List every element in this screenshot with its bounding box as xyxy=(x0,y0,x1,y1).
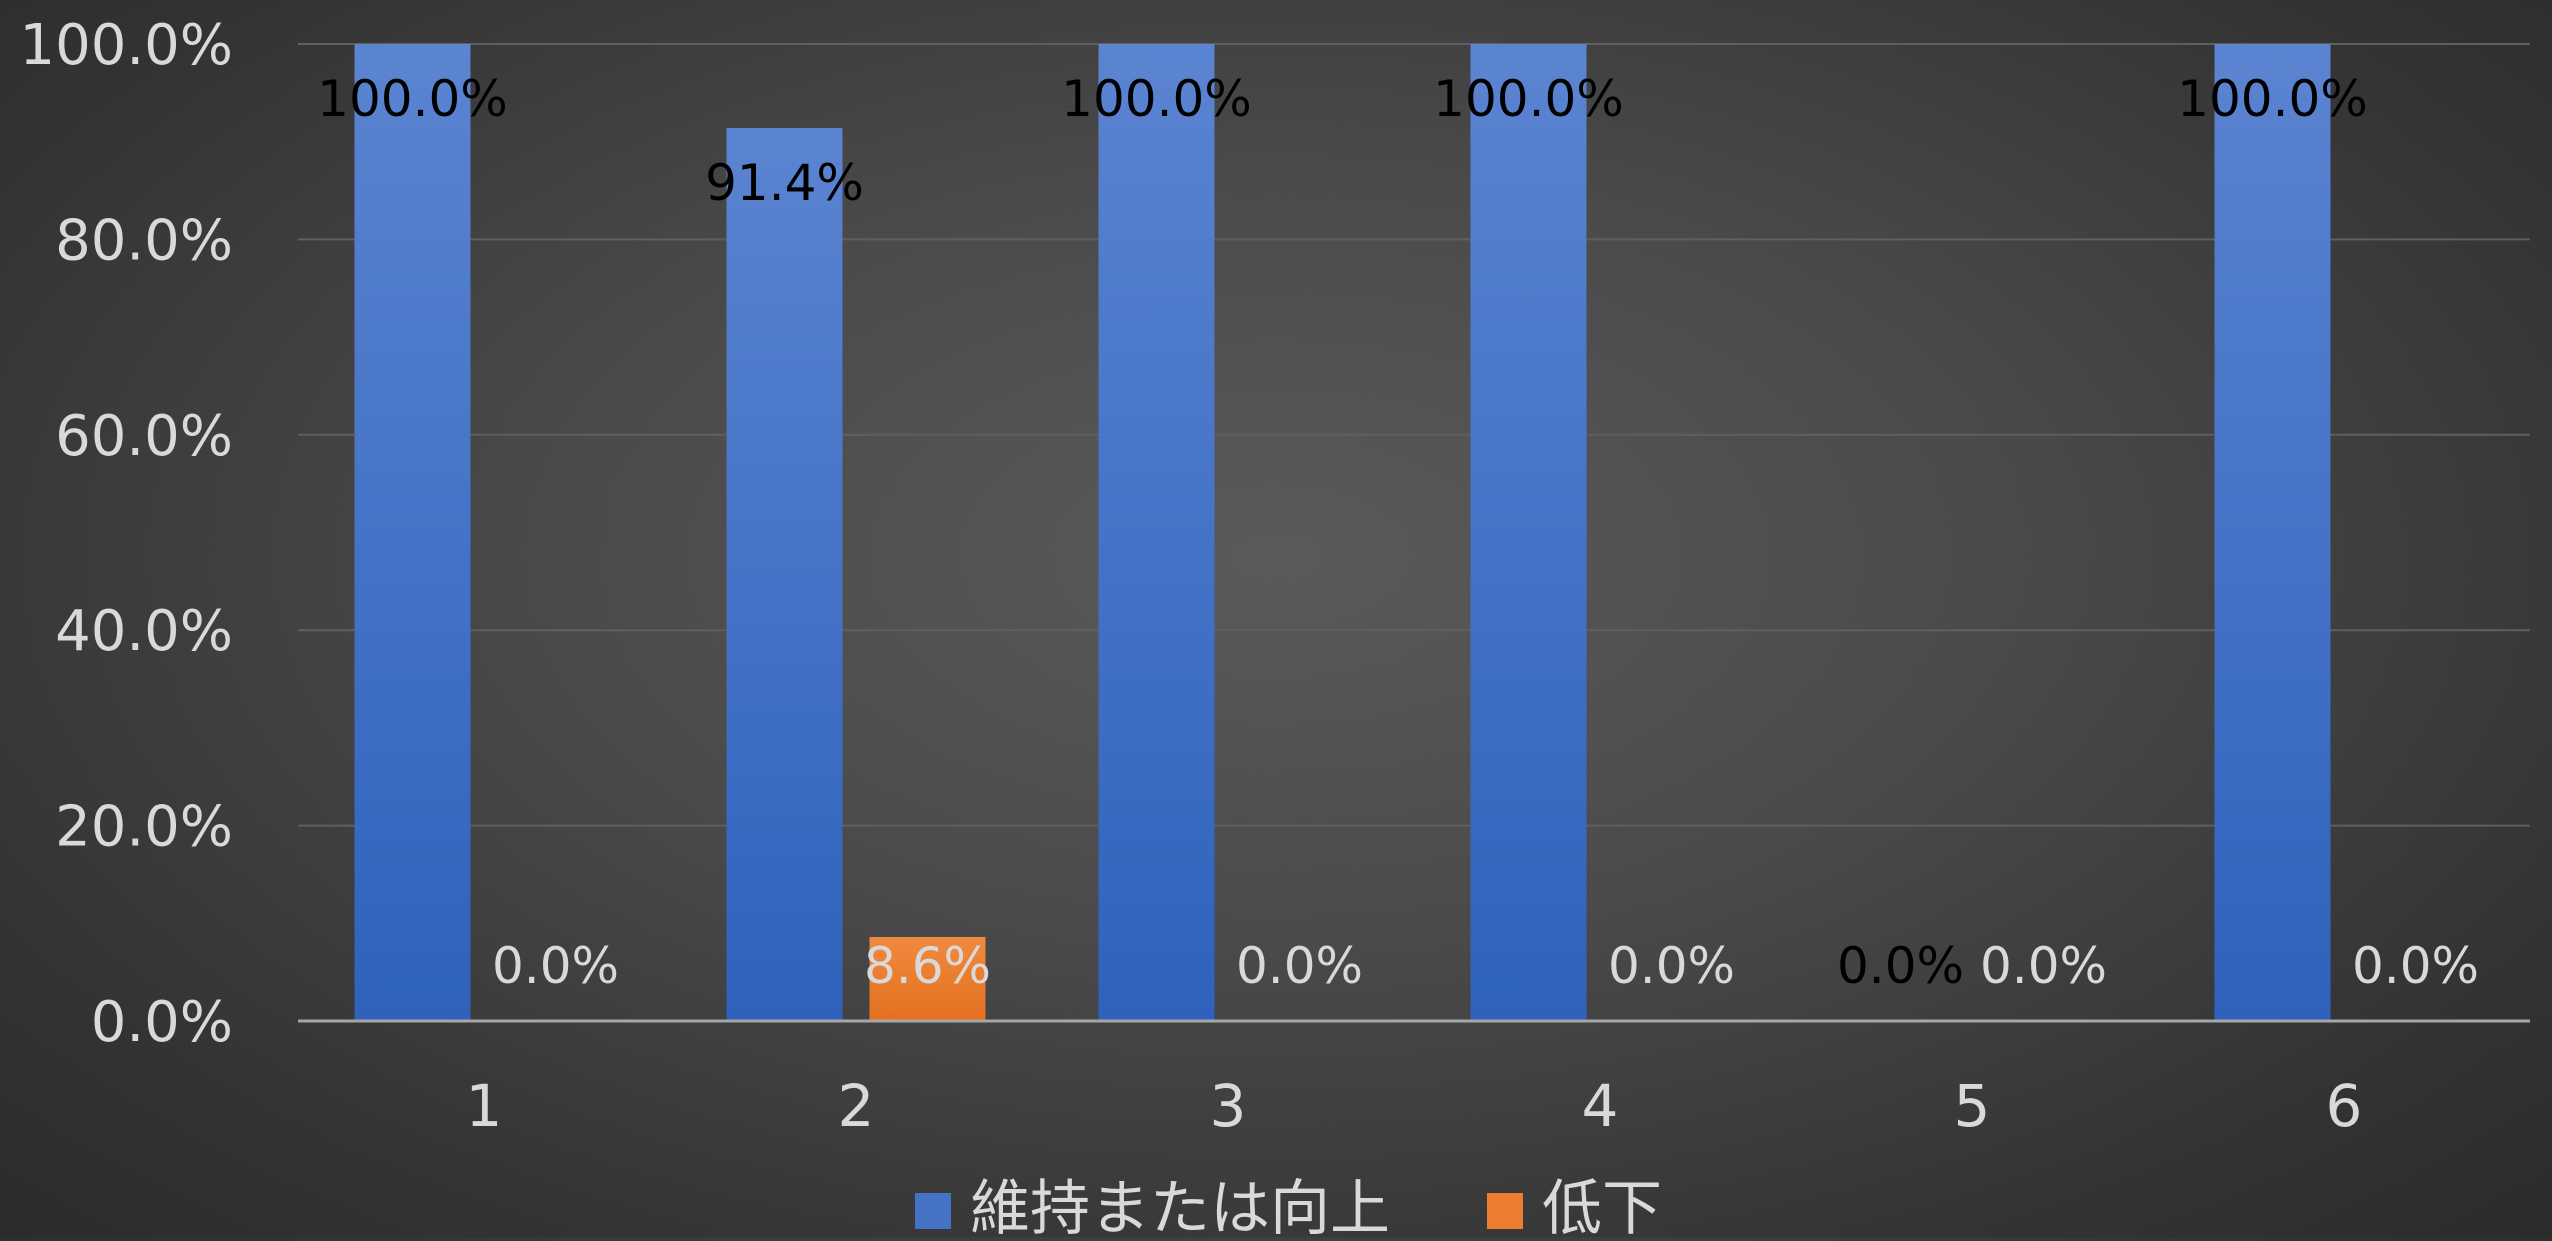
data-label: 0.0% xyxy=(1837,937,1964,995)
x-tick-label: 2 xyxy=(838,1072,875,1140)
x-tick-label: 3 xyxy=(1210,1072,1247,1140)
gridlines xyxy=(298,43,2530,827)
data-label: 0.0% xyxy=(492,937,619,995)
y-tick-label: 80.0% xyxy=(55,208,233,273)
bar xyxy=(1098,44,1215,1021)
bar xyxy=(2214,44,2331,1021)
y-tick-label: 20.0% xyxy=(55,795,233,860)
data-label: 100.0% xyxy=(1433,70,1624,128)
x-tick-label: 1 xyxy=(466,1072,503,1140)
legend-label: 低下 xyxy=(1542,1174,1662,1237)
legend: 維持または向上 低下 xyxy=(915,1174,1662,1241)
data-label: 0.0% xyxy=(1980,937,2107,995)
y-tick-label: 100.0% xyxy=(19,13,233,78)
bar xyxy=(354,44,471,1021)
data-label: 100.0% xyxy=(1061,70,1252,128)
x-axis-tick-labels: 1 2 3 4 5 6 xyxy=(466,1072,2363,1140)
bar xyxy=(869,936,986,1021)
bar xyxy=(726,128,843,1022)
x-tick-label: 5 xyxy=(1954,1072,1991,1140)
data-label: 91.4% xyxy=(705,154,864,212)
legend-item: 維持または向上 xyxy=(915,1174,1390,1241)
data-label: 0.0% xyxy=(2352,937,2479,995)
legend-swatch xyxy=(915,1193,951,1229)
data-label: 0.0% xyxy=(1236,937,1363,995)
data-label: 100.0% xyxy=(317,70,508,128)
legend-item: 低下 xyxy=(1487,1174,1662,1241)
bar xyxy=(1470,44,1587,1021)
x-tick-label: 4 xyxy=(1582,1072,1619,1140)
legend-label: 維持または向上 xyxy=(970,1174,1390,1237)
data-labels: 100.0% 0.0% 91.4% 8.6% 100.0% 0.0% 100.0% 0.0% 0… xyxy=(317,70,2479,995)
y-axis-tick-labels: 0.0% 20.0% 40.0% 60.0% 80.0% 100.0% xyxy=(19,13,233,1055)
x-tick-label: 6 xyxy=(2326,1072,2363,1140)
bars xyxy=(354,44,2331,1022)
y-tick-label: 0.0% xyxy=(91,990,233,1055)
data-label: 8.6% xyxy=(864,937,991,995)
y-tick-label: 40.0% xyxy=(55,599,233,664)
data-label: 100.0% xyxy=(2177,70,2368,128)
legend-swatch xyxy=(1487,1193,1523,1229)
data-label: 0.0% xyxy=(1608,937,1735,995)
y-tick-label: 60.0% xyxy=(55,404,233,469)
